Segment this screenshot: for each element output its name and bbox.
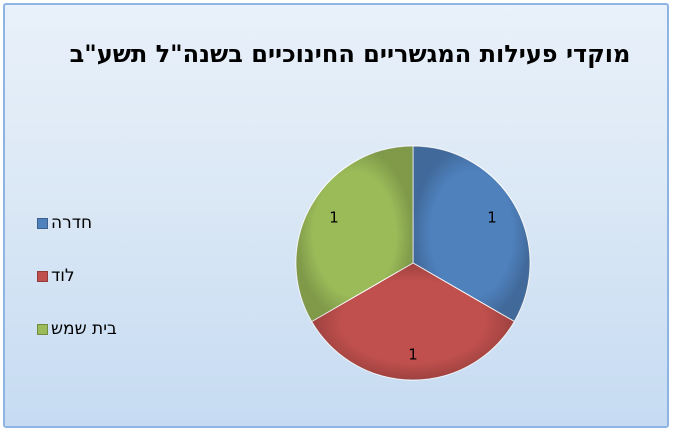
legend-label-hadera: חדרה — [51, 213, 93, 233]
legend-label-beit-shemesh: בית שמש — [51, 319, 117, 339]
legend-item-hadera: חדרה — [37, 210, 92, 236]
legend-swatch-lod — [37, 270, 48, 282]
chart-title: מוקדי פעילות המגשריים החינוכיים בשנה"ל ת… — [69, 40, 631, 68]
chart-area: מוקדי פעילות המגשריים החינוכיים בשנה"ל ת… — [3, 3, 669, 428]
legend-swatch-hadera — [37, 217, 48, 229]
legend-label-lod: לוד — [51, 266, 75, 286]
data-label-beit-shemesh: 1 — [329, 208, 339, 226]
legend-swatch-beit-shemesh — [37, 323, 48, 335]
data-label-lod: 1 — [408, 345, 418, 363]
pie-chart: 1 1 1 — [295, 145, 531, 381]
data-label-hadera: 1 — [487, 208, 497, 226]
legend-item-beit-shemesh: בית שמש — [37, 316, 117, 342]
legend-item-lod: לוד — [37, 263, 75, 289]
